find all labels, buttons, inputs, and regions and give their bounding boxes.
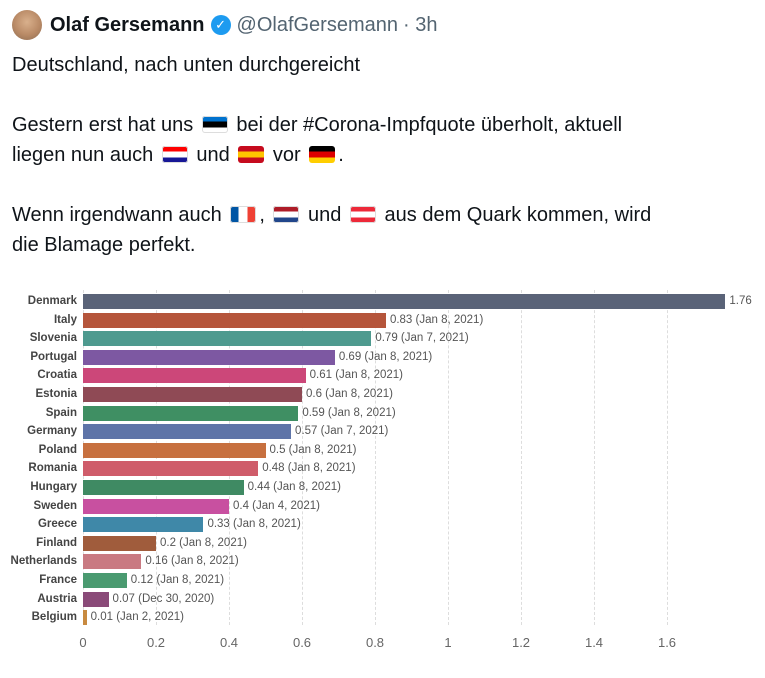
value-label: 0.44 (Jan 8, 2021) [247,481,341,493]
bar-croatia[interactable] [83,368,306,384]
gridline [375,290,376,625]
category-label: Croatia [37,369,77,382]
flag-netherlands-icon [273,206,300,223]
category-label: Slovenia [29,332,77,345]
text-segment: die Blamage perfekt. [12,234,196,256]
bar-portugal[interactable] [83,349,335,365]
gridline [302,290,303,625]
bar-austria[interactable] [83,591,109,607]
category-label: Italy [53,313,77,326]
category-label: Netherlands [10,555,77,568]
category-label: Spain [45,406,77,419]
gridline [448,290,449,625]
text-segment: bei der #Corona-Impfquote überholt, aktu… [236,114,623,136]
text-segment: . [338,144,344,166]
bar-spain[interactable] [83,405,299,421]
value-label: 0.59 (Jan 8, 2021) [302,406,396,419]
flag-austria-icon [349,206,376,223]
x-tick-label: 1.4 [584,635,604,650]
value-label: 0.33 (Jan 8, 2021) [207,518,301,531]
bar-sweden[interactable] [83,498,229,514]
bar-estonia[interactable] [83,387,302,402]
bar-germany[interactable] [83,424,292,440]
flag-spain-icon [238,146,265,163]
value-label: 0.12 (Jan 8, 2021) [130,574,225,586]
tweet-text: Deutschland, nach unten durchgereicht Ge… [12,50,752,260]
category-label: Poland [38,443,77,456]
category-label: Estonia [35,388,77,400]
text-segment: vor [272,144,301,166]
category-label: Portugal [30,350,77,363]
x-tick-label: 1.6 [657,635,677,650]
value-label: 0.57 (Jan 7, 2021) [295,425,389,438]
text-segment: Wenn irgendwann auch [12,204,222,226]
value-label: 1.76 [729,295,752,307]
text-segment: aus dem Quark kommen, wird [384,204,652,226]
category-label: Denmark [27,295,77,307]
avatar[interactable] [12,10,42,40]
value-label: 0.4 (Jan 4, 2021) [233,499,320,512]
bar-italy[interactable] [83,312,386,328]
author-name[interactable]: Olaf Gersemann [50,13,205,36]
value-label: 0.83 (Jan 8, 2021) [389,313,484,326]
x-tick-label: 0.2 [146,635,166,650]
flag-croatia-icon [161,146,188,163]
text-segment: liegen nun auch [12,144,154,166]
value-label: 0.48 (Jan 8, 2021) [262,462,356,475]
value-label: 0.07 (Dec 30, 2020) [112,592,215,605]
author-handle[interactable]: @OlafGersemann [236,13,398,36]
timestamp[interactable]: · 3h [403,13,438,36]
x-tick-label: 0.8 [365,635,385,650]
category-label: Greece [37,518,77,531]
flag-france-icon [230,206,257,223]
value-label: 0.16 (Jan 8, 2021) [145,555,239,568]
bar-poland[interactable] [83,442,266,458]
bar-france[interactable] [83,573,127,588]
text-line: Deutschland, nach unten durchgereicht [12,54,361,76]
category-label: Hungary [30,481,77,493]
x-tick-label: 0.6 [292,635,312,650]
x-tick-label: 0.4 [219,635,239,650]
value-label: 0.01 (Jan 2, 2021) [90,611,184,624]
gridline [521,290,522,625]
bar-netherlands[interactable] [83,554,142,570]
tweet-header: Olaf Gersemann ✓ @OlafGersemann · 3h [12,10,437,40]
text-segment: und [196,144,230,166]
gridline [594,290,595,625]
x-tick-label: 1.2 [511,635,531,650]
vaccination-bar-chart[interactable]: 0 0.2 0.4 0.6 0.8 1 1.2 1.4 1.6 Denmark 1.76 Italy 0… [0,285,765,678]
category-label: Austria [37,592,77,605]
verified-badge-icon: ✓ [210,15,231,35]
category-label: Germany [27,425,77,438]
bar-belgium[interactable] [83,610,87,626]
text-segment: Gestern erst hat uns [12,114,194,136]
value-label: 0.79 (Jan 7, 2021) [375,332,469,345]
value-label: 0.6 (Jan 8, 2021) [306,388,393,400]
flag-estonia-icon [201,116,228,133]
flag-germany-icon [309,146,336,163]
bar-hungary[interactable] [83,480,244,495]
category-label: France [39,574,77,586]
bar-finland[interactable] [83,535,156,551]
value-label: 0.2 (Jan 8, 2021) [160,536,247,549]
category-label: Finland [36,536,77,549]
x-tick-label: 0 [79,635,87,650]
bar-romania[interactable] [83,461,259,477]
value-label: 0.5 (Jan 8, 2021) [269,443,357,456]
value-label: 0.69 (Jan 8, 2021) [338,350,433,363]
gridline [667,290,668,625]
bar-denmark[interactable] [83,294,726,309]
category-label: Romania [28,462,77,475]
category-label: Belgium [31,611,77,624]
text-segment: und [308,204,342,226]
text-segment: , [259,204,265,226]
bar-slovenia[interactable] [83,331,372,347]
x-tick-label: 1 [444,635,452,650]
value-label: 0.61 (Jan 8, 2021) [309,369,403,382]
bar-greece[interactable] [83,517,204,533]
category-label: Sweden [33,499,77,512]
